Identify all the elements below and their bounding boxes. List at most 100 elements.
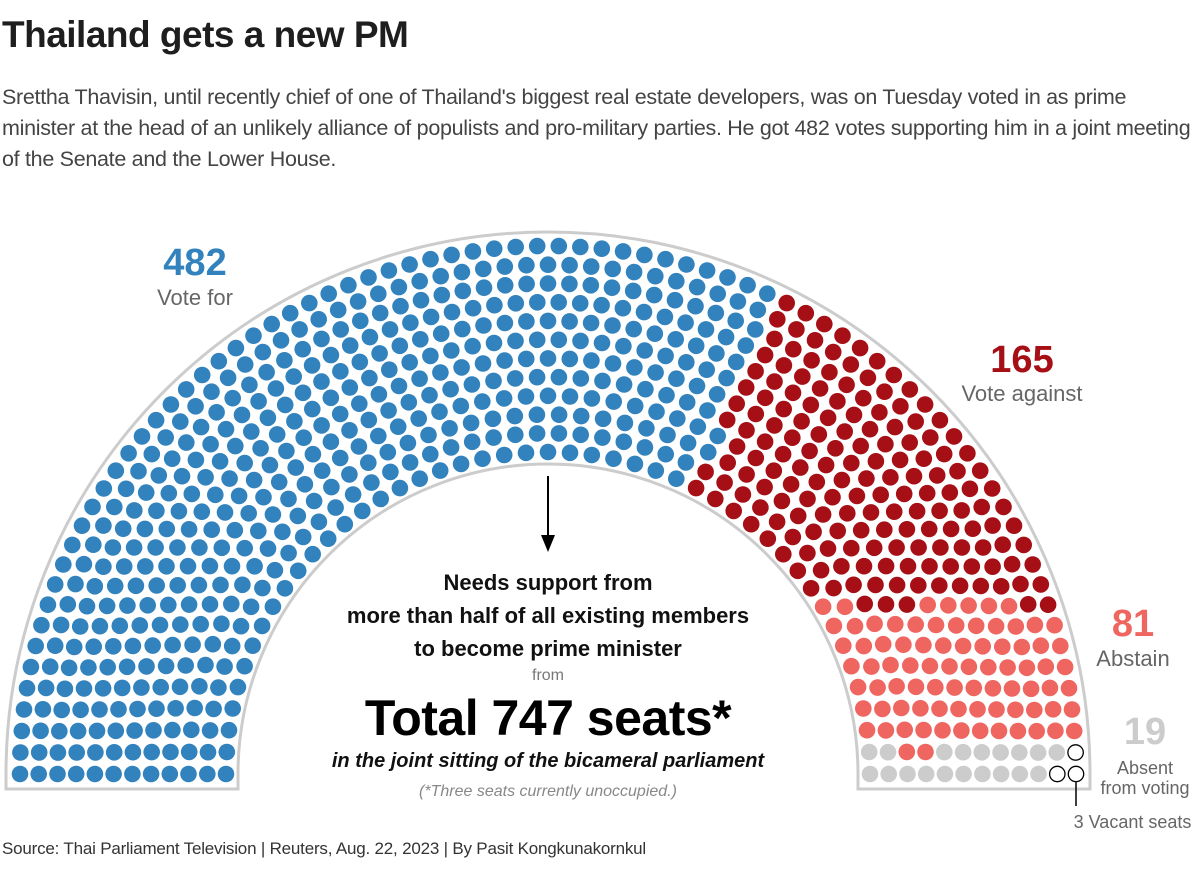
seat-vote-for [360, 411, 378, 429]
seat-vote-against [928, 467, 946, 484]
seat-vote-against [973, 498, 990, 516]
seat-abstain [887, 615, 904, 633]
seat-vote-against [922, 429, 939, 446]
seat-vote-against [697, 463, 714, 481]
seat-vote-for [117, 480, 135, 498]
seat-vote-for [85, 638, 102, 655]
seat-vote-for [138, 658, 155, 675]
seat-vote-against [806, 332, 824, 349]
seat-vote-for [107, 462, 125, 480]
seat-vote-for [15, 701, 33, 718]
seat-abstain [1063, 701, 1081, 718]
seat-vote-for [442, 439, 460, 456]
seat-vote-for [13, 722, 31, 740]
seat-vote-for [261, 456, 279, 474]
seat-vote-for [204, 635, 222, 653]
seat-vote-for [255, 488, 272, 506]
seat-vote-for [668, 370, 685, 388]
seat-vote-for [191, 678, 208, 695]
seat-vote-against [824, 488, 841, 506]
seat-vote-for [389, 418, 407, 436]
seat-abstain [915, 636, 932, 654]
chart-title: Thailand gets a new PM [2, 14, 409, 55]
seat-vote-for [463, 433, 481, 451]
seat-vote-for [550, 425, 568, 442]
seat-vote-for [431, 403, 448, 421]
seat-vote-for [518, 256, 535, 274]
seat-absent [992, 744, 1009, 761]
seat-vote-for [719, 269, 736, 286]
seat-vote-against [855, 389, 872, 407]
seat-vote-against [852, 437, 869, 455]
seat-vote-for [46, 576, 64, 593]
seat-vote-for [268, 426, 286, 443]
seat-vote-for [95, 558, 112, 575]
seat-vote-for [647, 462, 665, 479]
seat-vote-for [518, 275, 535, 293]
seat-vote-for [152, 678, 169, 696]
seat-vote-against [898, 596, 916, 613]
seat-vote-for [192, 418, 210, 436]
seat-vote-for [605, 450, 622, 468]
seat-vote-against [1003, 555, 1021, 573]
seat-vote-against [862, 504, 880, 521]
seat-vote-for [86, 765, 104, 783]
seat-vote-for [432, 325, 450, 343]
seat-vote-for [626, 359, 643, 376]
seat-vote-for [67, 765, 85, 783]
seat-vote-for [561, 313, 578, 330]
seat-absent [1048, 744, 1066, 761]
seat-vote-for [370, 427, 387, 445]
seat-vote-for [143, 743, 160, 761]
seat-vote-against [833, 558, 850, 575]
seat-vote-for [180, 521, 198, 538]
seat-vote-against [759, 530, 777, 547]
seat-vote-for [131, 617, 149, 634]
seat-vote-for [380, 402, 397, 419]
seat-vote-for [30, 744, 48, 761]
seat-vote-for [244, 637, 261, 654]
seat-vote-against [747, 363, 764, 380]
seat-vote-for [718, 369, 735, 387]
seat-vote-for [113, 679, 131, 697]
seat-abstain [1044, 701, 1062, 718]
seat-vote-for [67, 575, 84, 593]
seat-vote-against [851, 339, 869, 357]
seat-vote-for [278, 442, 295, 460]
seat-vote-for [11, 765, 29, 783]
seat-vote-for [291, 321, 308, 338]
seat-absent [1011, 744, 1028, 761]
seat-vote-against [899, 557, 917, 575]
label-abstain: Abstain [1096, 646, 1170, 671]
seat-vote-for [203, 383, 220, 401]
seat-absent [936, 743, 953, 761]
seat-abstain [960, 597, 977, 614]
seat-vote-for [496, 258, 514, 275]
seat-vote-for [158, 558, 175, 575]
seat-abstain [874, 635, 892, 653]
seat-vote-for [289, 562, 307, 580]
seat-vote-for [127, 577, 145, 595]
seat-vote-for [53, 701, 70, 719]
seat-vote-for [666, 291, 684, 309]
seat-vote-against [888, 539, 905, 556]
seat-vote-for [485, 429, 502, 446]
seat-vote-against [885, 366, 903, 384]
seat-vote-for [401, 454, 419, 471]
seat-vote-for [340, 276, 357, 294]
seat-vote-for [322, 346, 340, 364]
seat-vote-for [616, 414, 634, 432]
seat-vote-for [236, 356, 254, 373]
seat-vote-for [221, 470, 238, 487]
seat-vote-against [907, 413, 924, 430]
seat-vote-for [84, 498, 101, 516]
seat-vote-for [361, 328, 379, 346]
seat-vote-against [972, 577, 990, 595]
seat-vote-for [169, 539, 186, 556]
seat-vote-for [322, 433, 340, 451]
seat-vote-for [179, 557, 197, 575]
seat-vote-for [46, 637, 64, 654]
seat-vote-for [380, 262, 398, 279]
seat-vote-for [392, 297, 409, 315]
seat-vote-for [246, 558, 263, 575]
